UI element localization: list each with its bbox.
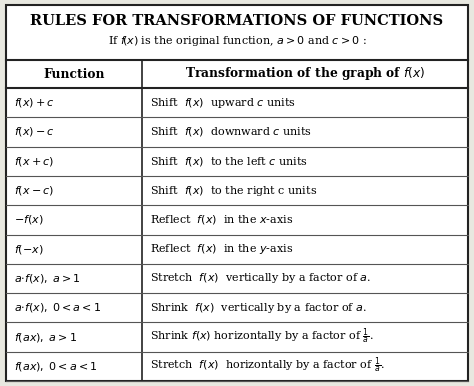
Text: Shift  $f(x)$  to the right c units: Shift $f(x)$ to the right c units xyxy=(150,184,318,198)
Text: $f(-x)$: $f(-x)$ xyxy=(14,243,44,256)
Text: $-f(x)$: $-f(x)$ xyxy=(14,213,44,226)
Text: Shift  $f(x)$  downward $c$ units: Shift $f(x)$ downward $c$ units xyxy=(150,125,312,139)
Text: Shift  $f(x)$  to the left $c$ units: Shift $f(x)$ to the left $c$ units xyxy=(150,155,309,168)
Text: Reflect  $f(x)$  in the $x$-axis: Reflect $f(x)$ in the $x$-axis xyxy=(150,213,293,226)
Text: Function: Function xyxy=(44,68,105,81)
Text: RULES FOR TRANSFORMATIONS OF FUNCTIONS: RULES FOR TRANSFORMATIONS OF FUNCTIONS xyxy=(30,14,444,28)
Text: $f(ax),\; 0<a<1$: $f(ax),\; 0<a<1$ xyxy=(14,360,98,373)
Text: Transformation of the graph of $\mathit{f}(\mathit{x})$: Transformation of the graph of $\mathit{… xyxy=(185,66,425,83)
Text: Shrink $f(x)$ horizontally by a factor of $\frac{1}{a}$.: Shrink $f(x)$ horizontally by a factor o… xyxy=(150,327,374,347)
Text: Shrink  $f(x)$  vertically by a factor of $a$.: Shrink $f(x)$ vertically by a factor of … xyxy=(150,301,367,315)
Text: $f(x)+c$: $f(x)+c$ xyxy=(14,96,55,109)
Text: $f(x)-c$: $f(x)-c$ xyxy=(14,125,55,139)
Text: $f(x-c)$: $f(x-c)$ xyxy=(14,184,54,197)
Text: Reflect  $f(x)$  in the $y$-axis: Reflect $f(x)$ in the $y$-axis xyxy=(150,242,293,256)
Text: $a{\cdot}f(x),\; 0<a<1$: $a{\cdot}f(x),\; 0<a<1$ xyxy=(14,301,101,314)
Text: Stretch  $f(x)$  horizontally by a factor of $\frac{1}{a}$.: Stretch $f(x)$ horizontally by a factor … xyxy=(150,356,385,376)
Text: If $f\!\left(x\right)$ is the original function, $a > 0$ and $c > 0$ :: If $f\!\left(x\right)$ is the original f… xyxy=(108,34,366,48)
Text: Shift  $f(x)$  upward $c$ units: Shift $f(x)$ upward $c$ units xyxy=(150,96,296,110)
Text: $f(x+c)$: $f(x+c)$ xyxy=(14,155,54,168)
Text: $a{\cdot}f(x),\; a>1$: $a{\cdot}f(x),\; a>1$ xyxy=(14,272,81,285)
Text: Stretch  $f(x)$  vertically by a factor of $a$.: Stretch $f(x)$ vertically by a factor of… xyxy=(150,271,371,286)
Text: $f(ax),\; a>1$: $f(ax),\; a>1$ xyxy=(14,330,77,344)
